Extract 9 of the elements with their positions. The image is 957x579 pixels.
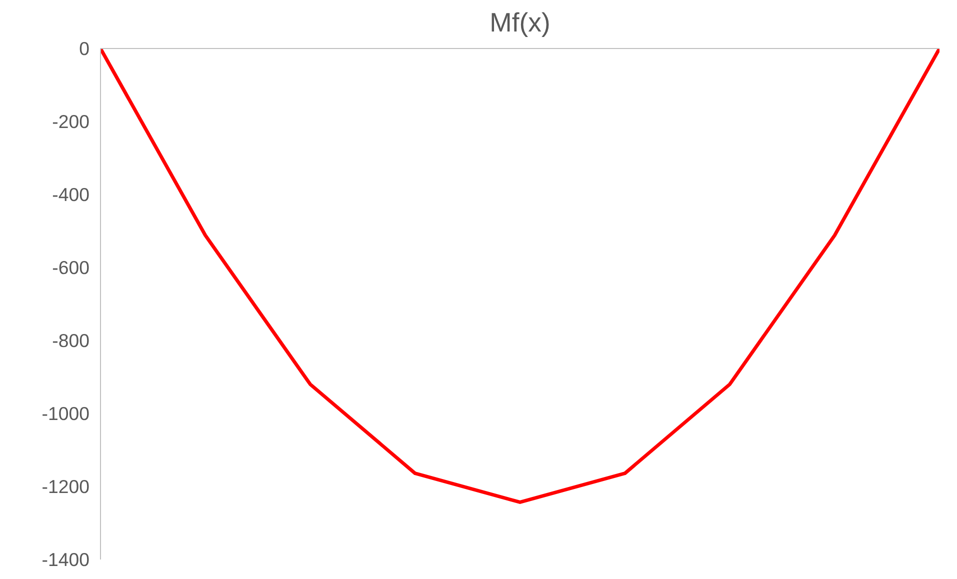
y-tick-label: -1200	[42, 476, 90, 497]
y-tick-label: 0	[79, 38, 90, 59]
y-tick-label: -1400	[42, 549, 90, 570]
y-tick-label: -600	[52, 257, 90, 278]
y-tick-label: -1000	[42, 403, 90, 424]
chart-title: Mf(x)	[490, 8, 550, 38]
y-tick-label: -400	[52, 184, 90, 205]
y-tick-label: -200	[52, 111, 90, 132]
y-tick-label: -800	[52, 330, 90, 351]
